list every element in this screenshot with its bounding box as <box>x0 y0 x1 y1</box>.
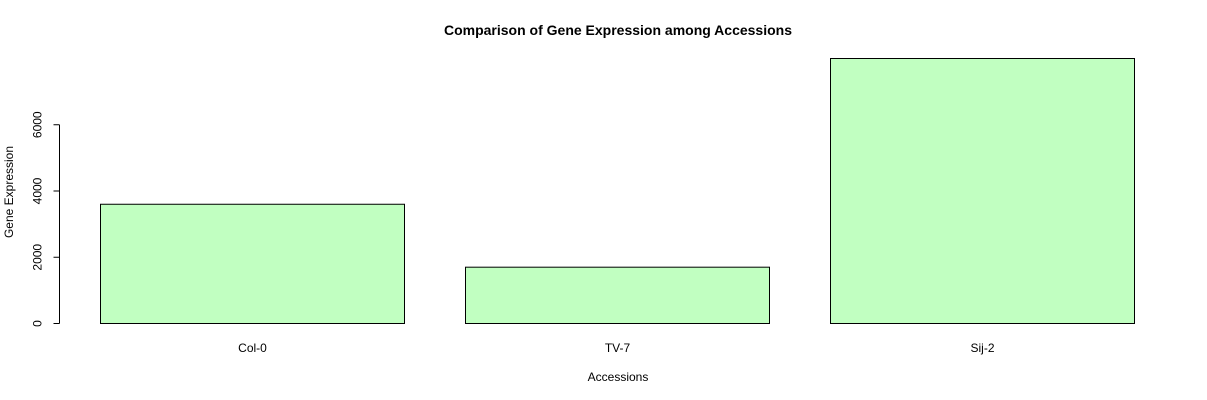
y-tick-label: 6000 <box>31 111 45 138</box>
x-tick-label: Col-0 <box>238 341 267 355</box>
x-tick-label: Sij-2 <box>970 341 994 355</box>
y-axis: 0 2000 4000 6000 <box>31 111 60 327</box>
x-tick-labels: Col-0 TV-7 Sij-2 <box>238 341 995 355</box>
y-tick-label: 2000 <box>31 244 45 271</box>
bars-group <box>100 58 1135 324</box>
bar-tv-7 <box>465 266 770 324</box>
y-tick-label: 4000 <box>31 177 45 204</box>
x-tick-label: TV-7 <box>605 341 631 355</box>
y-tick-label: 0 <box>31 320 45 327</box>
bar-sij-2 <box>830 58 1135 324</box>
x-axis-label: Accessions <box>588 370 649 384</box>
bar-col-0 <box>100 203 405 324</box>
chart-title: Comparison of Gene Expression among Acce… <box>444 22 792 38</box>
y-axis-label: Gene Expression <box>2 146 16 238</box>
